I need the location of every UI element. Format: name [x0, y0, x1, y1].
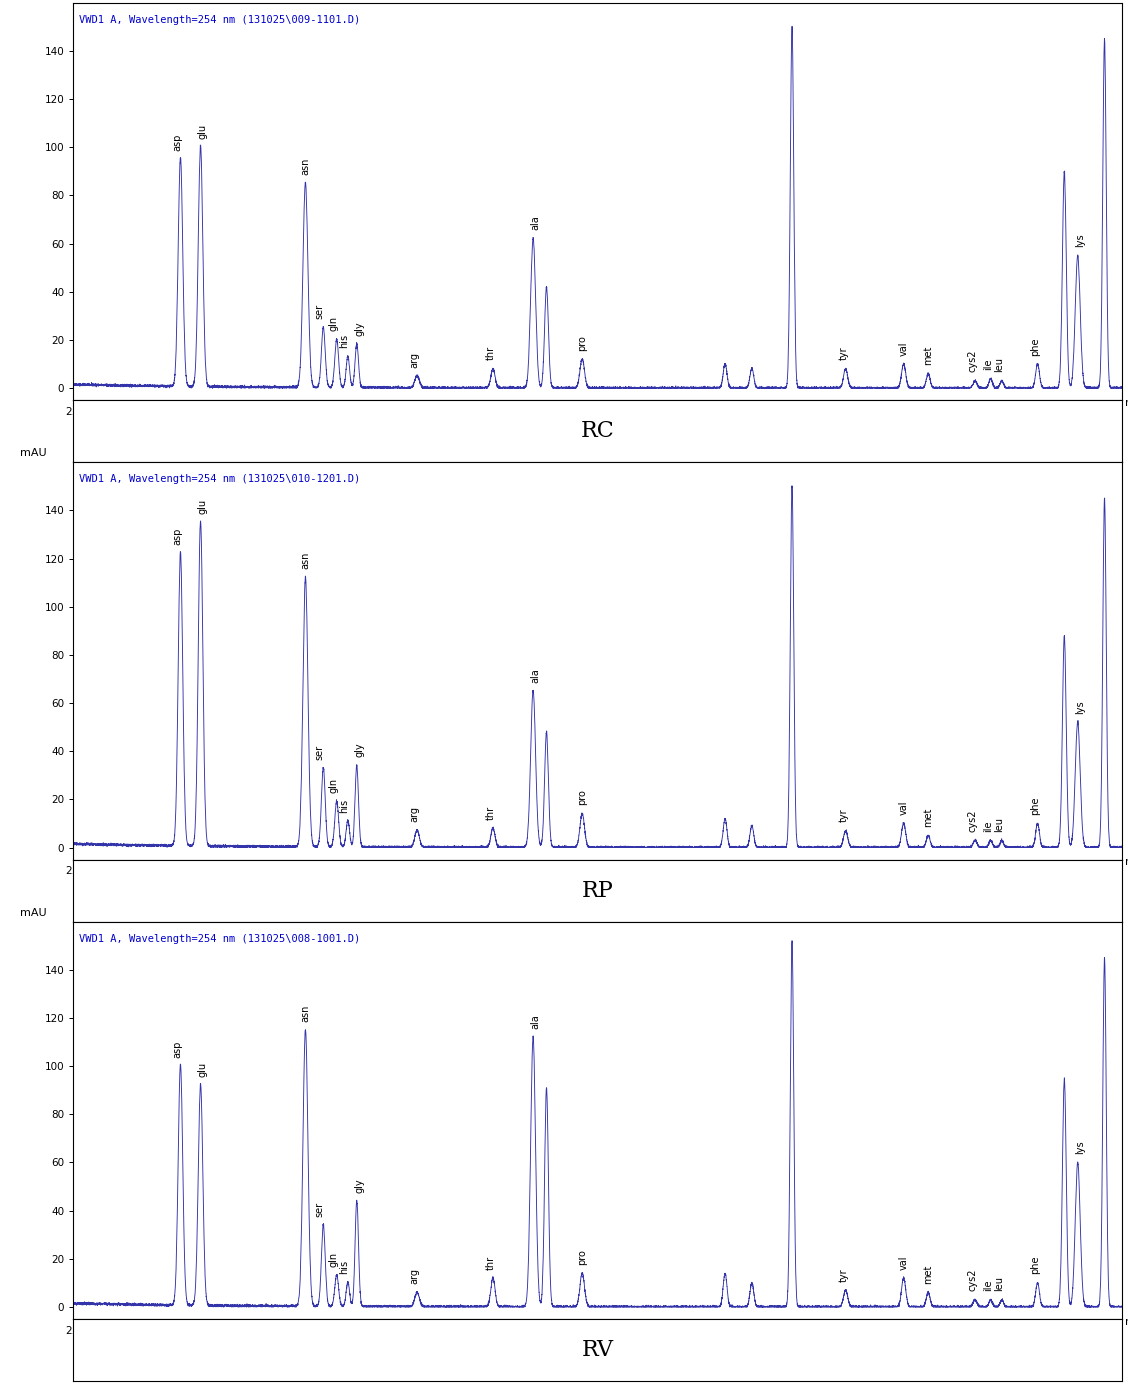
Text: met: met — [923, 1264, 933, 1284]
Text: met: met — [923, 346, 933, 365]
Text: cys2: cys2 — [968, 350, 978, 372]
Text: asp: asp — [173, 527, 183, 545]
Text: RV: RV — [582, 1339, 614, 1362]
Text: VWD1 A, Wavelength=254 nm (131025\009-1101.D): VWD1 A, Wavelength=254 nm (131025\009-11… — [79, 15, 360, 25]
Text: min: min — [1125, 1317, 1128, 1327]
Text: arg: arg — [409, 806, 420, 822]
Text: RC: RC — [581, 421, 615, 443]
Text: gln: gln — [328, 1252, 338, 1267]
Text: leu: leu — [995, 1277, 1005, 1291]
Text: val: val — [899, 801, 909, 815]
Text: ile: ile — [984, 358, 994, 371]
Text: min: min — [1125, 858, 1128, 868]
Text: tyr: tyr — [838, 809, 848, 822]
Text: pro: pro — [578, 790, 588, 805]
Text: ala: ala — [530, 1015, 540, 1029]
Text: thr: thr — [486, 805, 495, 820]
Text: phe: phe — [1030, 337, 1040, 355]
Text: thr: thr — [486, 1256, 495, 1270]
Text: tyr: tyr — [838, 347, 848, 361]
Text: leu: leu — [995, 818, 1005, 831]
Text: cys2: cys2 — [968, 809, 978, 831]
Text: gln: gln — [328, 779, 338, 794]
Text: mAU: mAU — [20, 908, 46, 917]
Text: val: val — [899, 1255, 909, 1270]
Text: tyr: tyr — [838, 1269, 848, 1281]
Text: arg: arg — [409, 351, 420, 368]
Text: VWD1 A, Wavelength=254 nm (131025\008-1001.D): VWD1 A, Wavelength=254 nm (131025\008-10… — [79, 934, 360, 944]
Text: lys: lys — [1075, 233, 1085, 247]
Text: leu: leu — [995, 358, 1005, 372]
Text: his: his — [340, 798, 350, 812]
Text: his: his — [340, 1260, 350, 1274]
Text: ala: ala — [530, 668, 540, 683]
Text: min: min — [1125, 398, 1128, 408]
Text: phe: phe — [1030, 1256, 1040, 1274]
Text: val: val — [899, 341, 909, 355]
Text: lys: lys — [1075, 1141, 1085, 1153]
Text: cys2: cys2 — [968, 1269, 978, 1291]
Text: gln: gln — [328, 316, 338, 332]
Text: his: his — [340, 335, 350, 348]
Text: asn: asn — [300, 158, 310, 175]
Text: glu: glu — [197, 1062, 208, 1077]
Text: ile: ile — [984, 820, 994, 831]
Text: asn: asn — [300, 1004, 310, 1022]
Text: met: met — [923, 808, 933, 827]
Text: RP: RP — [582, 880, 614, 902]
Text: glu: glu — [197, 498, 208, 514]
Text: asp: asp — [173, 133, 183, 151]
Text: ser: ser — [315, 1202, 325, 1217]
Text: lys: lys — [1075, 700, 1085, 713]
Text: arg: arg — [409, 1269, 420, 1284]
Text: VWD1 A, Wavelength=254 nm (131025\010-1201.D): VWD1 A, Wavelength=254 nm (131025\010-12… — [79, 475, 360, 484]
Text: glu: glu — [197, 124, 208, 139]
Text: pro: pro — [578, 1249, 588, 1264]
Text: gly: gly — [354, 743, 364, 758]
Text: pro: pro — [578, 335, 588, 351]
Text: ser: ser — [315, 744, 325, 759]
Text: asp: asp — [173, 1041, 183, 1058]
Text: thr: thr — [486, 346, 495, 361]
Text: gly: gly — [354, 322, 364, 336]
Text: phe: phe — [1030, 797, 1040, 815]
Text: mAU: mAU — [20, 448, 46, 458]
Text: asn: asn — [300, 552, 310, 569]
Text: ile: ile — [984, 1280, 994, 1291]
Text: ser: ser — [315, 304, 325, 319]
Text: ala: ala — [530, 215, 540, 230]
Text: gly: gly — [354, 1178, 364, 1192]
